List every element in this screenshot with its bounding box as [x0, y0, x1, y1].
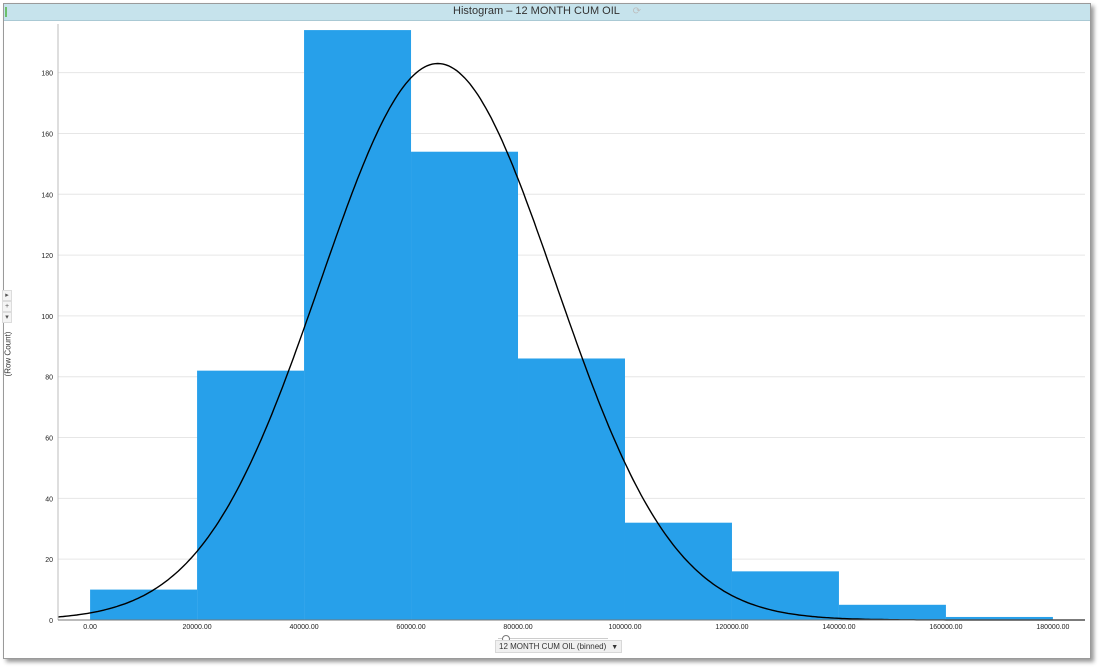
- y-axis-label: (Row Count): [3, 331, 13, 377]
- visualization-panel: Histogram – 12 MONTH CUM OIL ⟳: [3, 3, 1091, 659]
- window-title: Histogram – 12 MONTH CUM OIL ⟳: [4, 5, 1090, 17]
- y-axis-menu-button[interactable]: ▾: [2, 312, 12, 323]
- y-axis-add-button[interactable]: +: [2, 301, 12, 312]
- x-axis-selector[interactable]: 12 MONTH CUM OIL (binned) ▼: [495, 640, 623, 653]
- y-axis-expand-button[interactable]: ▸: [2, 290, 12, 301]
- window-title-text: Histogram – 12 MONTH CUM OIL: [453, 5, 620, 17]
- refresh-icon[interactable]: ⟳: [632, 6, 641, 17]
- chevron-down-icon: ▼: [611, 644, 619, 651]
- x-axis-label: 12 MONTH CUM OIL (binned): [499, 642, 607, 651]
- y-axis-selector[interactable]: (Row Count): [3, 324, 13, 384]
- panel-grip-icon[interactable]: [5, 7, 7, 17]
- title-bar: Histogram – 12 MONTH CUM OIL ⟳: [4, 4, 1090, 21]
- x-axis-range-slider[interactable]: [498, 638, 608, 639]
